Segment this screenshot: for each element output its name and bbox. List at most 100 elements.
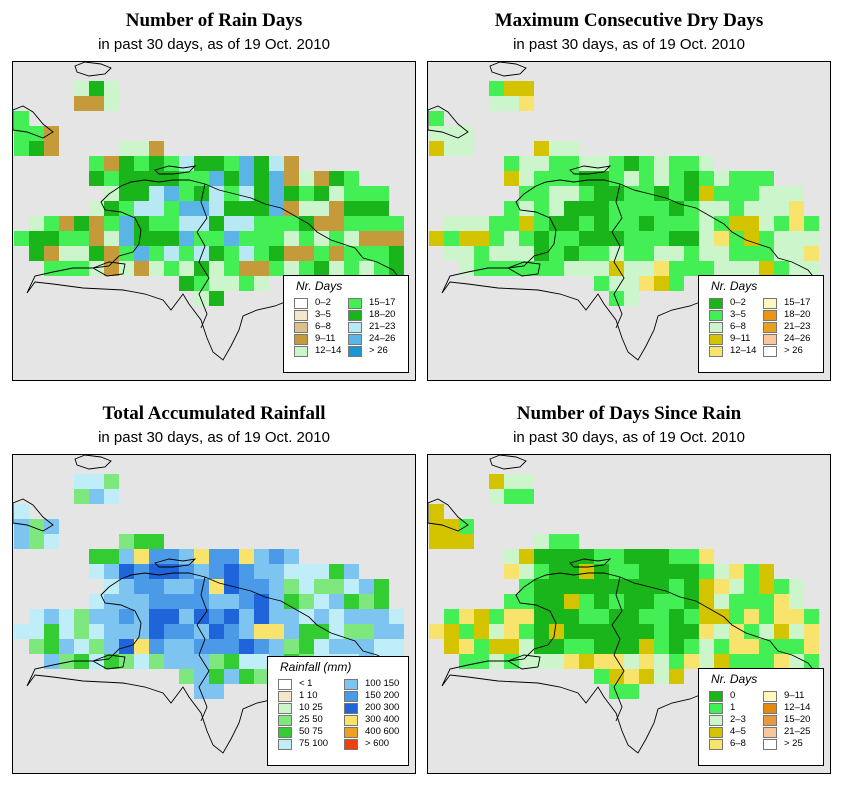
grid-cell bbox=[344, 231, 359, 246]
grid-cell bbox=[59, 624, 74, 639]
grid-cell bbox=[564, 201, 579, 216]
grid-cell bbox=[609, 579, 624, 594]
grid-cell bbox=[639, 654, 654, 669]
legend-title: Rainfall (mm) bbox=[280, 660, 352, 674]
grid-cell bbox=[549, 171, 564, 186]
grid-cell bbox=[699, 216, 714, 231]
grid-cell bbox=[804, 231, 819, 246]
legend-swatch bbox=[709, 334, 723, 345]
grid-cell bbox=[609, 639, 624, 654]
grid-cell bbox=[759, 261, 774, 276]
grid-cell bbox=[549, 564, 564, 579]
grid-cell bbox=[624, 639, 639, 654]
grid-cell bbox=[534, 624, 549, 639]
grid-cell bbox=[624, 276, 639, 291]
grid-cell bbox=[119, 579, 134, 594]
grid-cell bbox=[239, 246, 254, 261]
grid-cell bbox=[459, 261, 474, 276]
grid-cell bbox=[744, 594, 759, 609]
map-canvas bbox=[428, 455, 819, 754]
coastline bbox=[154, 558, 197, 568]
grid-cell bbox=[654, 261, 669, 276]
grid-cell bbox=[209, 609, 224, 624]
grid-cell bbox=[609, 669, 624, 684]
legend-label: 6–8 bbox=[730, 321, 746, 332]
grid-cell bbox=[624, 231, 639, 246]
grid-cell bbox=[534, 609, 549, 624]
grid-cell bbox=[179, 624, 194, 639]
grid-cell bbox=[224, 171, 239, 186]
country-border bbox=[196, 576, 210, 722]
grid-cell bbox=[104, 579, 119, 594]
grid-cell bbox=[579, 216, 594, 231]
grid-cell bbox=[684, 171, 699, 186]
grid-cell bbox=[269, 609, 284, 624]
grid-cell bbox=[239, 654, 254, 669]
legend-title: Nr. Days bbox=[711, 279, 758, 293]
legend-label: 18–20 bbox=[369, 309, 396, 320]
grid-cell bbox=[579, 654, 594, 669]
grid-cell bbox=[179, 579, 194, 594]
grid-cell bbox=[729, 639, 744, 654]
coastline bbox=[489, 455, 527, 470]
legend-swatch bbox=[278, 679, 292, 690]
legend-label: 75 100 bbox=[299, 738, 329, 749]
grid-cell bbox=[549, 639, 564, 654]
grid-cell bbox=[489, 654, 504, 669]
grid-cell bbox=[609, 564, 624, 579]
grid-cell bbox=[564, 171, 579, 186]
legend-label: 3–5 bbox=[730, 309, 746, 320]
grid-cell bbox=[459, 216, 474, 231]
grid-cell bbox=[299, 609, 314, 624]
grid-cell bbox=[594, 669, 609, 684]
grid-cell bbox=[729, 246, 744, 261]
grid-cell bbox=[444, 216, 459, 231]
grid-cell bbox=[474, 246, 489, 261]
grid-cell bbox=[269, 639, 284, 654]
country-border bbox=[611, 183, 625, 329]
legend-label: 15–20 bbox=[784, 714, 811, 725]
grid-cell bbox=[104, 564, 119, 579]
grid-cell bbox=[594, 171, 609, 186]
legend-label: 400 600 bbox=[365, 726, 400, 737]
grid-cell bbox=[429, 519, 444, 534]
grid-cell bbox=[669, 261, 684, 276]
grid-cell bbox=[14, 519, 29, 534]
legend-title: Nr. Days bbox=[711, 672, 758, 686]
grid-cell bbox=[284, 639, 299, 654]
grid-cell bbox=[44, 639, 59, 654]
grid-cell bbox=[149, 549, 164, 564]
grid-cell bbox=[149, 156, 164, 171]
legend-label: 4–5 bbox=[730, 726, 746, 737]
grid-cell bbox=[164, 156, 179, 171]
grid-cell bbox=[374, 201, 389, 216]
legend-swatch bbox=[763, 334, 777, 345]
grid-cell bbox=[549, 246, 564, 261]
grid-cell bbox=[314, 186, 329, 201]
grid-cell bbox=[134, 639, 149, 654]
grid-cell bbox=[59, 231, 74, 246]
grid-cell bbox=[179, 231, 194, 246]
grid-cell bbox=[224, 549, 239, 564]
grid-cell bbox=[254, 564, 269, 579]
grid-cell bbox=[89, 261, 104, 276]
grid-cell bbox=[549, 216, 564, 231]
grid-cell bbox=[224, 246, 239, 261]
grid-cell bbox=[329, 201, 344, 216]
grid-cell bbox=[609, 246, 624, 261]
grid-cell bbox=[299, 261, 314, 276]
grid-cell bbox=[29, 639, 44, 654]
grid-cell bbox=[164, 654, 179, 669]
grid-cell bbox=[59, 261, 74, 276]
grid-cell bbox=[89, 474, 104, 489]
grid-cell bbox=[149, 624, 164, 639]
grid-cell bbox=[104, 639, 119, 654]
grid-cell bbox=[254, 246, 269, 261]
grid-cell bbox=[504, 81, 519, 96]
grid-cell bbox=[774, 216, 789, 231]
grid-cell bbox=[459, 141, 474, 156]
grid-cell bbox=[134, 231, 149, 246]
grid-cell bbox=[669, 594, 684, 609]
grid-cell bbox=[74, 246, 89, 261]
grid-cell bbox=[474, 609, 489, 624]
